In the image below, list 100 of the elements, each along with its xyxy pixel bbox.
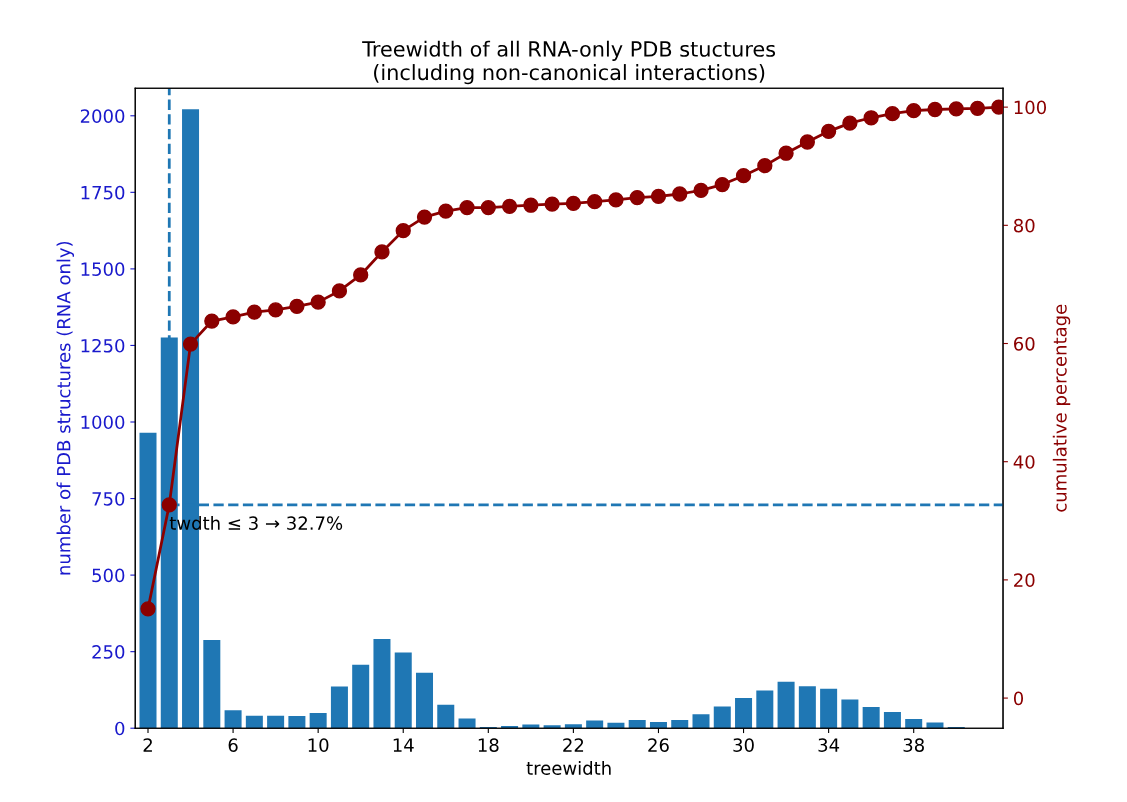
y2-tick-label: 40	[1013, 455, 1035, 469]
bar	[756, 690, 774, 729]
point	[182, 336, 199, 352]
point	[969, 100, 986, 116]
bar	[841, 699, 859, 729]
x-tick-label: 10	[308, 738, 329, 752]
point	[501, 198, 518, 215]
y2-tick-label: 60	[1014, 336, 1035, 351]
point	[459, 199, 475, 216]
point	[629, 189, 645, 206]
bar	[905, 719, 923, 729]
x-tick-label: 18	[478, 738, 499, 752]
chart-title: Treewidth of all RNA-only PDB stuctures (including non-canonical interactions)	[362, 40, 776, 85]
point	[310, 294, 326, 310]
point	[799, 134, 815, 150]
y-tick-label: 2000	[80, 109, 125, 123]
bar	[883, 711, 901, 729]
y-tick-label: 1000	[81, 415, 125, 430]
bar	[416, 672, 434, 729]
x-tick-label: 6	[228, 738, 238, 752]
point	[374, 244, 390, 260]
point	[587, 194, 603, 210]
point	[757, 157, 773, 174]
point	[161, 497, 177, 513]
bar	[352, 664, 370, 729]
point	[948, 101, 964, 117]
point	[331, 283, 348, 299]
x-tick-label: 2	[143, 738, 152, 752]
y-tick-label: 1250	[81, 338, 125, 353]
point	[842, 115, 858, 131]
y2-tick-label: 0	[1013, 691, 1024, 706]
bar	[288, 715, 306, 729]
point	[544, 196, 560, 212]
bar	[862, 707, 880, 729]
y2-tick-label: 20	[1014, 573, 1035, 587]
x-tick-label: 38	[903, 738, 924, 752]
point	[608, 192, 624, 208]
bar	[926, 722, 944, 729]
point	[480, 199, 496, 216]
y-tick-label: 750	[92, 492, 125, 506]
y-tick-label: 500	[92, 568, 125, 583]
y-tick-label: 1750	[81, 185, 125, 200]
bar	[713, 706, 731, 729]
point	[523, 197, 539, 213]
point	[416, 209, 433, 225]
y-tick-label: 0	[115, 721, 125, 736]
point	[140, 601, 156, 617]
bar	[649, 722, 667, 729]
point	[714, 176, 730, 193]
point	[225, 309, 241, 325]
bar	[309, 712, 327, 729]
point	[820, 123, 837, 139]
bar	[777, 681, 795, 729]
point	[289, 298, 305, 314]
bar	[267, 715, 285, 729]
bar	[139, 432, 157, 729]
point	[906, 103, 922, 119]
bar	[394, 652, 412, 729]
point	[927, 101, 943, 118]
x-tick-label: 26	[648, 738, 669, 752]
x-tick-label: 34	[818, 738, 840, 752]
y2-tick-label: 80	[1013, 218, 1035, 233]
bar	[671, 719, 689, 729]
point	[693, 182, 709, 199]
y2-axis-title: cumulative percentage	[1052, 304, 1071, 512]
y-axis-title: number of PDB structures (RNA only)	[56, 241, 75, 575]
bar	[373, 639, 391, 729]
point	[672, 186, 688, 202]
bar	[735, 697, 753, 729]
point	[353, 267, 369, 283]
bar	[543, 725, 561, 729]
bar	[820, 688, 838, 729]
point	[778, 145, 794, 161]
point	[204, 313, 220, 329]
bar	[458, 718, 476, 729]
bar	[564, 724, 582, 729]
bar	[437, 704, 455, 729]
point	[395, 222, 411, 239]
point	[650, 188, 667, 205]
x-tick-label: 22	[563, 738, 584, 752]
y-tick-label: 1500	[81, 262, 125, 277]
point	[735, 168, 752, 184]
bar	[586, 720, 604, 729]
bar	[245, 715, 263, 729]
point	[863, 110, 879, 126]
bar	[628, 719, 646, 729]
bar	[607, 722, 625, 729]
bar	[798, 686, 816, 729]
bar	[692, 714, 710, 729]
bar	[203, 640, 221, 729]
bar	[501, 726, 519, 729]
y2-tick-label: 100	[1014, 100, 1047, 115]
point	[884, 105, 901, 122]
bar	[224, 710, 242, 729]
x-tick-label: 14	[393, 738, 414, 752]
point	[267, 302, 284, 318]
y-tick-label: 250	[92, 645, 125, 659]
point	[438, 203, 454, 219]
x-axis-title: treewidth	[526, 760, 611, 775]
point	[565, 195, 582, 212]
